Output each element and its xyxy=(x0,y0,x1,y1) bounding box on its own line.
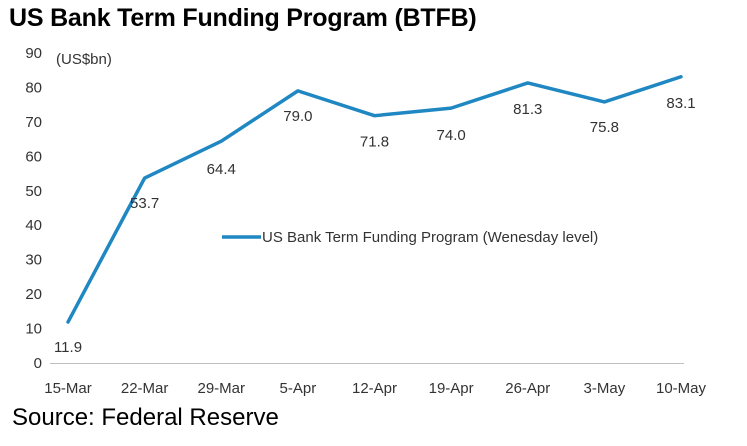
series-line xyxy=(66,75,683,324)
y-tick-label: 60 xyxy=(25,148,42,165)
y-tick-label: 80 xyxy=(25,79,42,96)
y-tick-label: 20 xyxy=(25,286,42,303)
legend-label: US Bank Term Funding Program (Wenesday l… xyxy=(262,229,598,246)
y-tick-label: 0 xyxy=(34,355,42,372)
chart-title: US Bank Term Funding Program (BTFB) xyxy=(9,4,477,32)
y-tick-label: 30 xyxy=(25,252,42,269)
y-tick-label: 40 xyxy=(25,217,42,234)
y-tick-label: 90 xyxy=(25,45,42,62)
data-label: 75.8 xyxy=(590,119,619,136)
x-tick-label: 5-Apr xyxy=(280,380,317,397)
data-label: 74.0 xyxy=(437,127,466,144)
y-axis-unit-label: (US$bn) xyxy=(56,51,112,68)
data-label: 71.8 xyxy=(360,134,389,151)
x-tick-label: 22-Mar xyxy=(121,380,169,397)
y-tick-label: 10 xyxy=(25,321,42,338)
legend: US Bank Term Funding Program (Wenesday l… xyxy=(222,229,598,246)
source-note: Source: Federal Reserve xyxy=(12,404,279,431)
data-label: 11.9 xyxy=(54,339,82,356)
x-tick-label: 19-Apr xyxy=(429,380,474,397)
x-tick-label: 12-Apr xyxy=(352,380,397,397)
x-tick-label: 10-May xyxy=(656,380,707,397)
x-tick-label: 3-May xyxy=(584,380,626,397)
x-tick-label: 29-Mar xyxy=(197,380,245,397)
y-axis-ticks: 0 10 20 30 40 50 60 70 80 90 xyxy=(25,45,42,372)
x-axis-ticks: 15-Mar 22-Mar 29-Mar 5-Apr 12-Apr 19-Apr 26-Ap… xyxy=(44,380,706,397)
data-label: 53.7 xyxy=(130,195,159,212)
data-label: 81.3 xyxy=(513,101,542,118)
data-label: 79.0 xyxy=(283,108,312,125)
y-tick-label: 50 xyxy=(25,183,42,200)
x-tick-label: 15-Mar xyxy=(44,380,92,397)
data-labels: 11.9 53.7 64.4 79.0 71.8 74.0 81.3 75.8 83.1 xyxy=(54,95,696,356)
y-tick-label: 70 xyxy=(25,114,42,131)
x-tick-label: 26-Apr xyxy=(505,380,550,397)
data-label: 83.1 xyxy=(666,95,695,112)
data-label: 64.4 xyxy=(207,161,236,178)
